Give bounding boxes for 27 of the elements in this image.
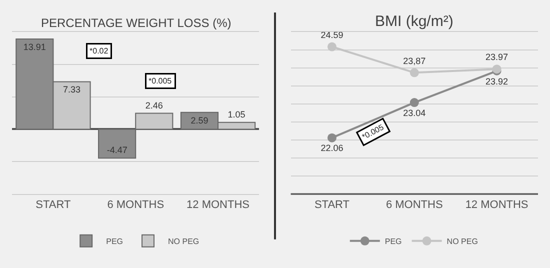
- x-tick-label: 12 MONTHS: [186, 199, 250, 212]
- legend-label: NO PEG: [446, 237, 478, 246]
- x-tick-label: 6 MONTHS: [107, 199, 164, 212]
- data-label: 1.05: [228, 109, 246, 120]
- x-tick-label: 12 MONTHS: [465, 199, 528, 212]
- data-label: 2.59: [190, 115, 208, 126]
- data-label: 23.97: [486, 52, 508, 62]
- data-label: 2.46: [145, 100, 163, 110]
- data-label: 24.59: [320, 30, 344, 40]
- x-tick-label: START: [36, 199, 71, 212]
- annotation: *0.02: [90, 46, 109, 56]
- data-label: 7.33: [62, 84, 81, 95]
- legend-label: PEG: [384, 237, 402, 246]
- data-label: 23.92: [486, 76, 508, 86]
- data-label: 23,87: [403, 56, 426, 66]
- data-label: 22.06: [320, 143, 344, 154]
- annotation: *0.005: [360, 122, 386, 142]
- chart-title: PERCENTAGE WEIGHT LOSS (%): [41, 16, 232, 30]
- legend-label: PEG: [106, 237, 124, 246]
- data-label: -4.47: [106, 145, 128, 156]
- x-tick-label: START: [314, 199, 350, 212]
- x-tick-label: 6 MONTHS: [386, 199, 443, 212]
- data-label: 23.04: [403, 108, 426, 118]
- chart-title: BMI (kg/m²): [375, 13, 454, 30]
- legend-label: NO PEG: [168, 237, 200, 246]
- annotation: *0.005: [148, 76, 172, 86]
- data-label: 13.91: [23, 42, 46, 52]
